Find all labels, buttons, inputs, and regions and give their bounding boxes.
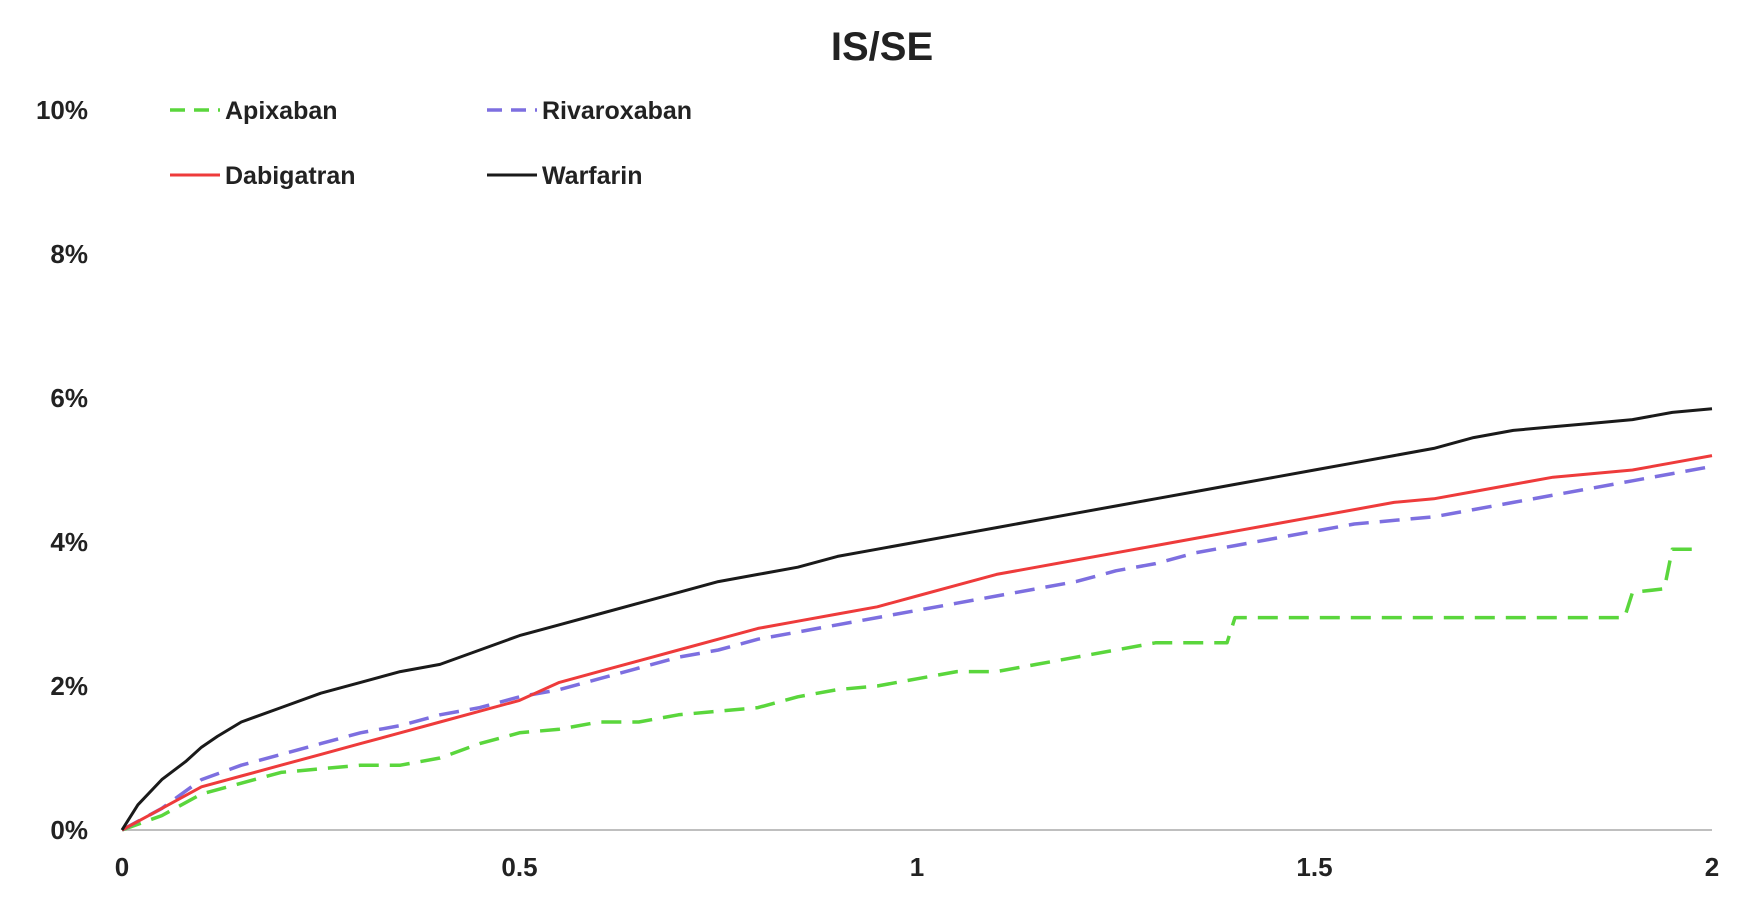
series-line-apixaban [121,547,1697,832]
x-tick-label: 1.5 [1296,852,1332,882]
legend-label: Rivaroxaban [542,97,692,125]
series-line-dabigatran [121,454,1713,832]
series-line-warfarin [120,407,1713,831]
legend-label: Warfarin [542,162,642,190]
x-tick-label: 0.5 [501,852,537,882]
x-axis-ticks: 0 0.5 1 1.5 2 [115,852,1719,882]
series-lines [120,407,1713,832]
y-tick-label: 4% [50,527,88,557]
chart-title: IS/SE [831,25,933,69]
y-tick-label: 6% [50,383,88,413]
x-tick-label: 1 [910,852,924,882]
y-tick-label: 2% [50,671,88,701]
x-tick-label: 0 [115,852,129,882]
legend-label: Dabigatran [225,162,356,190]
y-tick-label: 10% [36,95,88,125]
legend-label: Apixaban [225,97,338,125]
series-line-rivaroxaban [121,464,1713,832]
y-axis-ticks: 0% 2% 4% 6% 8% 10% [36,95,88,845]
y-tick-label: 8% [50,239,88,269]
legend: Apixaban Rivaroxaban Dabigatran Warfarin [170,97,692,190]
x-tick-label: 2 [1705,852,1719,882]
y-tick-label: 0% [50,815,88,845]
